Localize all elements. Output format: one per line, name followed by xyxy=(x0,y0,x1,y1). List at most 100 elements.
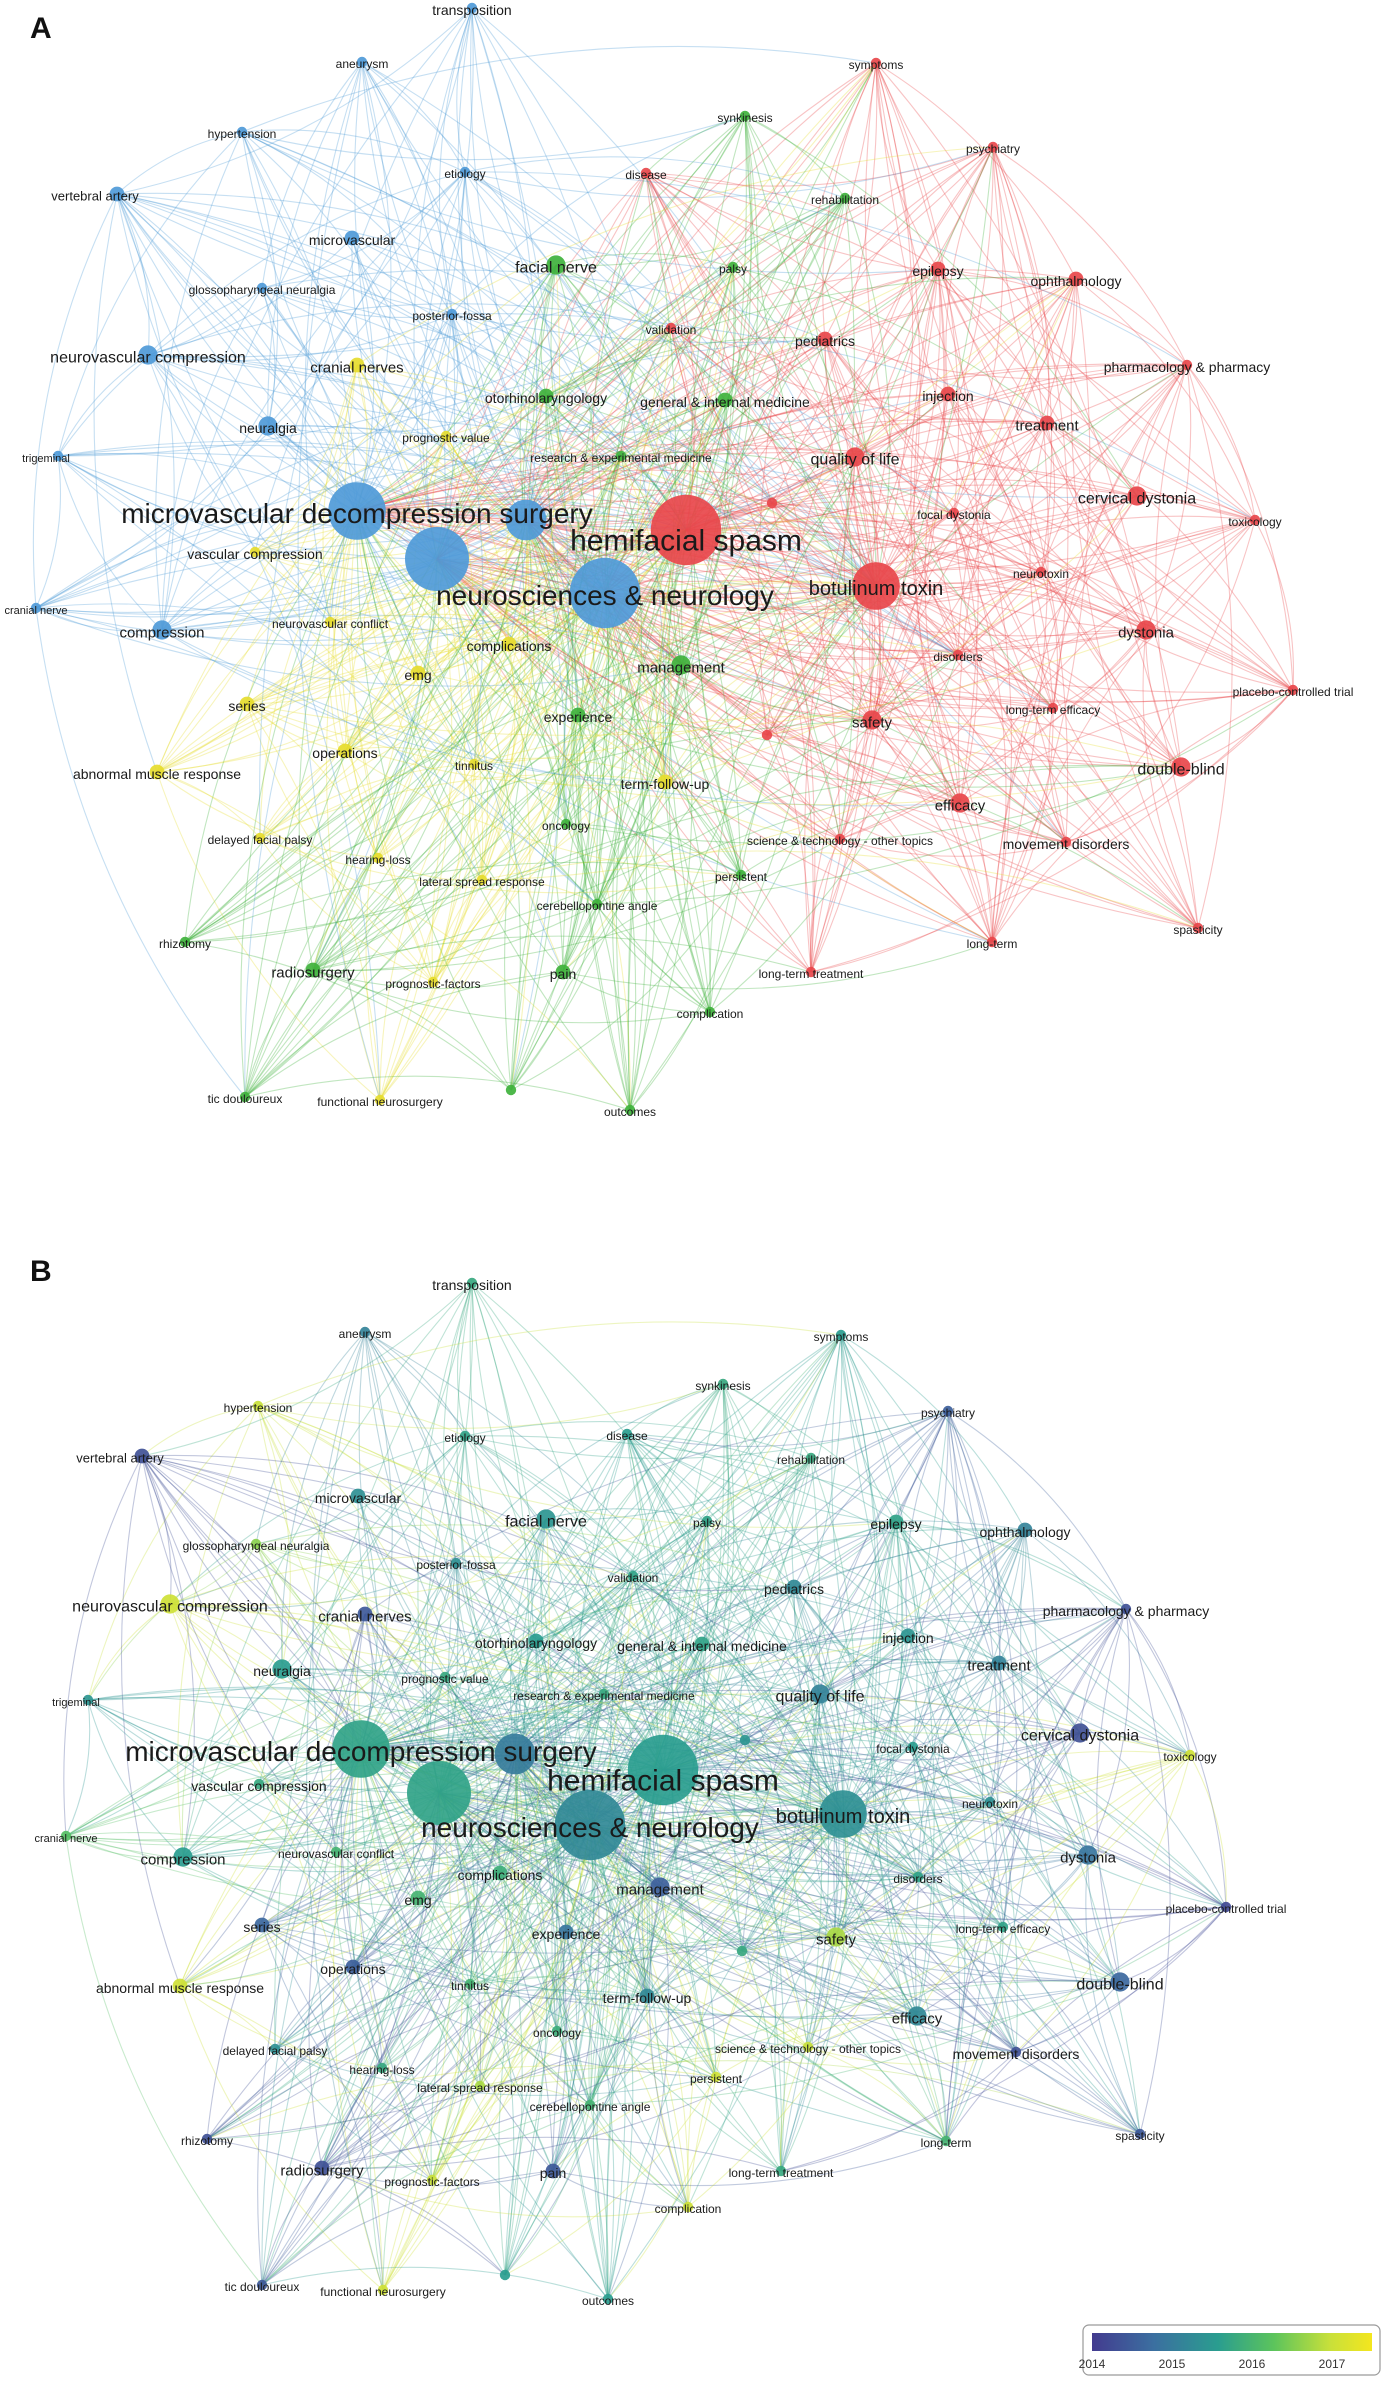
b-label-psychiatry: psychiatry xyxy=(921,1406,975,1420)
b-label-complications: complications xyxy=(458,1867,543,1883)
a-edge-oncology-mvd xyxy=(356,510,567,825)
a-edge-quality-of-life-long-term-efficacy xyxy=(854,456,1054,709)
a-edge-psychiatry-injection xyxy=(945,146,994,395)
b-edge-psychiatry-disease xyxy=(626,1410,949,1447)
a-edge-ophthalmology-blue-small-big xyxy=(525,278,1077,521)
a-edge-long-term-red-small-a xyxy=(771,502,993,943)
a-edge-focal-dystonia-surgery-node xyxy=(436,512,955,577)
b-label-etiology: etiology xyxy=(444,1431,485,1445)
b-edge-dystonia-surgery-node xyxy=(438,1792,1089,1876)
a-edge-prognostic-value-operations xyxy=(344,435,447,752)
a-edge-quality-of-life-movement-disorders xyxy=(854,456,1067,843)
a-edge-glossopharyngeal-surgery-node xyxy=(261,287,438,560)
a-edge-pharmacology-toxicology xyxy=(1186,364,1256,521)
a-node-glossopharyngeal xyxy=(256,282,268,294)
b-node-cranial-nerve xyxy=(60,1830,72,1842)
b-edge-injection-treatment xyxy=(907,1635,1000,1664)
b-edge-management-safety xyxy=(659,1886,837,1938)
b-edge-rehabilitation-otorhinolaryngology xyxy=(535,1457,812,1642)
b-edge-psychiatry-red-small-b xyxy=(741,1410,949,1952)
b-edge-neuralgia-tinnitus xyxy=(281,1668,471,1985)
b-edge-prognostic-value-complications xyxy=(444,1676,501,1874)
a-edge-radiosurgery-botulinum xyxy=(312,585,877,971)
b-edge-cranial-nerves-blue-small-big xyxy=(364,1613,516,1755)
b-edge-injection-neurotoxin xyxy=(907,1635,991,1803)
b-edge-facial-nerve-neuro xyxy=(540,1518,591,1826)
b-node-neuralgia xyxy=(272,1659,292,1679)
a-label-aneurysm: aneurysm xyxy=(336,57,389,71)
labels-a: transpositionaneurysmhypertensionetiolog… xyxy=(5,2,1354,1119)
b-edge-quality-of-life-neurotoxin xyxy=(819,1693,991,1803)
a-edge-oncology-blue-small-big xyxy=(525,519,573,825)
a-edge-rhizotomy-surgery-node xyxy=(184,558,438,943)
a-edge-treatment-neurotoxin xyxy=(1040,422,1056,573)
a-edge-synkinesis-blue-small-big xyxy=(525,115,746,521)
a-label-experience: experience xyxy=(544,709,613,725)
a-edge-prognostic-factors-blue-small-big xyxy=(432,519,530,983)
a-edge-experience-blue-small-big xyxy=(525,519,579,716)
a-node-compression xyxy=(152,620,172,640)
a-edge-hypertension-synkinesis xyxy=(241,115,746,161)
a-edge-cranial-nerves-psychiatry xyxy=(356,146,994,366)
b-edge-facial-nerve-general-internal xyxy=(545,1518,703,1645)
a-edge-efficacy-long-term xyxy=(959,802,993,943)
b-edge-focal-dystonia-movement-disorders xyxy=(912,1746,1017,2053)
a-edge-vertebral-artery-nvc xyxy=(116,193,150,356)
b-label-cervical-dystonia: cervical dystonia xyxy=(1021,1728,1139,1745)
b-edge-term-follow-up-science-tech xyxy=(646,1995,809,2048)
b-edge-vertebral-artery-botulinum xyxy=(141,1455,844,1815)
b-edge-green-small-hfs xyxy=(504,1769,664,2276)
a-node-epilepsy xyxy=(930,261,946,277)
b-edge-complication-neuro xyxy=(589,1824,689,2208)
b-node-radiosurgery xyxy=(314,2160,330,2176)
a-edge-long-term-treatment-botulinum xyxy=(810,585,881,973)
a-edge-complication-blue-small-big xyxy=(525,519,711,1013)
a-edge-nvc-rehabilitation xyxy=(147,197,846,358)
a-edge-complications-botulinum xyxy=(508,580,877,645)
b-edge-functional-neurosurgery-ophthalmology xyxy=(382,1529,1026,2291)
a-label-palsy: palsy xyxy=(719,262,747,276)
a-edge-synkinesis-neuro xyxy=(604,115,746,594)
b-edge-injection-long-term xyxy=(907,1635,966,2142)
a-edge-otorhinolaryngology-persistent xyxy=(545,395,742,876)
b-edge-palsy-complication xyxy=(648,1520,708,2208)
b-edge-etiology-compression xyxy=(182,1435,466,1858)
a-edge-radiosurgery-science-tech xyxy=(312,838,841,971)
a-edge-operations-persistent xyxy=(344,750,742,876)
a-edge-neurotoxin-mvd xyxy=(356,488,1042,573)
b-label-vascular-compression: vascular compression xyxy=(191,1778,326,1794)
b-label-microvascular: microvascular xyxy=(315,1490,402,1506)
b-edge-long-term-treatment-neuro xyxy=(589,1824,782,2172)
b-edge-treatment-cervical-dystonia xyxy=(998,1662,1081,1734)
a-node-etiology xyxy=(459,166,471,178)
a-edge-persistent-rhizotomy xyxy=(184,861,742,943)
b-node-glossopharyngeal xyxy=(250,1538,262,1550)
a-edge-treatment-cervical-dystonia xyxy=(1046,422,1138,497)
b-edge-toxicology-surgery-node xyxy=(438,1754,1191,1829)
b-label-synkinesis: synkinesis xyxy=(695,1379,750,1393)
a-edge-neurotoxin-neuro xyxy=(604,571,1042,615)
b-node-pharmacology xyxy=(1120,1603,1132,1615)
b-edge-prognostic-value-neurovascular-conflict xyxy=(335,1676,446,1853)
a-edge-cranial-nerve-surgery-node xyxy=(35,558,438,618)
b-edge-palsy-botulinum xyxy=(706,1520,844,1815)
b-edge-dystonia-science-tech xyxy=(807,1854,1089,2048)
b-edge-aneurysm-botulinum xyxy=(364,1331,844,1815)
b-edge-cerebellopontine-neuro xyxy=(589,1824,611,2106)
a-edge-delayed-facial-palsy-prognostic-factors xyxy=(259,837,434,983)
b-edge-hypertension-compression xyxy=(177,1405,259,1858)
a-edge-nvc-disorders xyxy=(147,354,959,656)
a-edge-pediatrics-mvd xyxy=(356,338,826,512)
b-edge-placebo-efficacy xyxy=(916,1906,1227,2017)
b-label-compression: compression xyxy=(140,1851,225,1868)
b-edge-experience-botulinum xyxy=(565,1813,844,1933)
a-edge-cervical-dystonia-surgery-node xyxy=(436,495,1138,583)
a-edge-long-term-efficacy-surgery-node xyxy=(436,558,1054,710)
b-edge-compression-surgery-node xyxy=(182,1792,440,1858)
b-edge-injection-long-term-efficacy xyxy=(907,1635,1004,1928)
b-edge-glossopharyngeal-cervical-dystonia xyxy=(255,1543,1081,1736)
a-edge-oncology-complication xyxy=(565,823,711,1013)
b-edge-cranial-nerves-vascular-compression xyxy=(258,1613,366,1785)
b-edge-hearing-loss-neuro xyxy=(381,1824,591,2069)
a-edge-palsy-complication xyxy=(668,266,734,1013)
